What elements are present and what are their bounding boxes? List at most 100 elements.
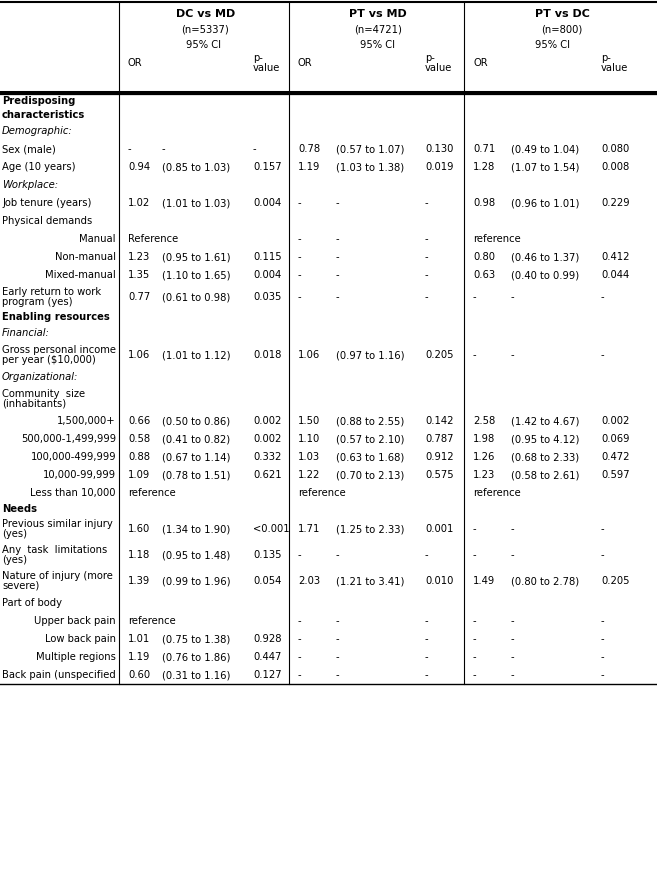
Text: (0.80 to 2.78): (0.80 to 2.78): [511, 576, 579, 586]
Text: Back pain (unspecified: Back pain (unspecified: [2, 670, 116, 680]
Text: 0.157: 0.157: [253, 162, 282, 172]
Text: 0.002: 0.002: [253, 434, 281, 444]
Text: value: value: [253, 63, 281, 73]
Text: reference: reference: [298, 488, 346, 498]
Text: 1.23: 1.23: [128, 252, 150, 262]
Text: 1.39: 1.39: [128, 576, 150, 586]
Text: 0.010: 0.010: [425, 576, 453, 586]
Text: 10,000-99,999: 10,000-99,999: [43, 470, 116, 480]
Text: p-: p-: [425, 53, 435, 63]
Text: (0.70 to 2.13): (0.70 to 2.13): [336, 470, 404, 480]
Text: -: -: [425, 652, 428, 662]
Text: (0.41 to 0.82): (0.41 to 0.82): [162, 434, 230, 444]
Text: -: -: [511, 350, 514, 360]
Text: 0.71: 0.71: [473, 144, 495, 154]
Text: reference: reference: [128, 488, 176, 498]
Text: 0.205: 0.205: [425, 350, 453, 360]
Text: (0.96 to 1.01): (0.96 to 1.01): [511, 198, 579, 208]
Text: 0.80: 0.80: [473, 252, 495, 262]
Text: -: -: [336, 292, 340, 302]
Text: Any  task  limitations: Any task limitations: [2, 545, 107, 555]
Text: 0.60: 0.60: [128, 670, 150, 680]
Text: 0.002: 0.002: [601, 416, 629, 426]
Text: -: -: [253, 144, 257, 154]
Text: OR: OR: [128, 58, 143, 68]
Text: 0.597: 0.597: [601, 470, 629, 480]
Text: 2.03: 2.03: [298, 576, 320, 586]
Text: program (yes): program (yes): [2, 297, 72, 307]
Text: 0.229: 0.229: [601, 198, 629, 208]
Text: 1.18: 1.18: [128, 550, 150, 560]
Text: -: -: [425, 670, 428, 680]
Text: Manual: Manual: [79, 234, 116, 244]
Text: -: -: [601, 652, 604, 662]
Text: -: -: [298, 270, 302, 280]
Text: -: -: [336, 634, 340, 644]
Text: Workplace:: Workplace:: [2, 180, 58, 190]
Text: -: -: [601, 292, 604, 302]
Text: (inhabitants): (inhabitants): [2, 399, 66, 409]
Text: (0.99 to 1.96): (0.99 to 1.96): [162, 576, 231, 586]
Text: 0.447: 0.447: [253, 652, 281, 662]
Text: (0.76 to 1.86): (0.76 to 1.86): [162, 652, 231, 662]
Text: 0.054: 0.054: [253, 576, 281, 586]
Text: -: -: [336, 670, 340, 680]
Text: 0.004: 0.004: [253, 270, 281, 280]
Text: Needs: Needs: [2, 504, 37, 514]
Text: -: -: [601, 670, 604, 680]
Text: value: value: [425, 63, 453, 73]
Text: -: -: [425, 234, 428, 244]
Text: -: -: [425, 252, 428, 262]
Text: Enabling resources: Enabling resources: [2, 312, 110, 322]
Text: 0.080: 0.080: [601, 144, 629, 154]
Text: PT vs MD: PT vs MD: [349, 9, 407, 19]
Text: 0.575: 0.575: [425, 470, 453, 480]
Text: (0.75 to 1.38): (0.75 to 1.38): [162, 634, 230, 644]
Text: 0.008: 0.008: [601, 162, 629, 172]
Text: 0.205: 0.205: [601, 576, 629, 586]
Text: (0.63 to 1.68): (0.63 to 1.68): [336, 452, 404, 462]
Text: -: -: [298, 550, 302, 560]
Text: (0.78 to 1.51): (0.78 to 1.51): [162, 470, 231, 480]
Text: Job tenure (years): Job tenure (years): [2, 198, 91, 208]
Text: <0.001: <0.001: [253, 524, 290, 534]
Text: (n=800): (n=800): [541, 24, 583, 34]
Text: 1.19: 1.19: [298, 162, 321, 172]
Text: (0.49 to 1.04): (0.49 to 1.04): [511, 144, 579, 154]
Text: reference: reference: [473, 488, 521, 498]
Text: (0.85 to 1.03): (0.85 to 1.03): [162, 162, 230, 172]
Text: 1.26: 1.26: [473, 452, 495, 462]
Text: 2.58: 2.58: [473, 416, 495, 426]
Text: -: -: [511, 292, 514, 302]
Text: 1.50: 1.50: [298, 416, 320, 426]
Text: Gross personal income: Gross personal income: [2, 345, 116, 355]
Text: Part of body: Part of body: [2, 598, 62, 608]
Text: (1.07 to 1.54): (1.07 to 1.54): [511, 162, 579, 172]
Text: 1.02: 1.02: [128, 198, 150, 208]
Text: (0.88 to 2.55): (0.88 to 2.55): [336, 416, 404, 426]
Text: 95% CI: 95% CI: [535, 40, 570, 50]
Text: -: -: [298, 292, 302, 302]
Text: characteristics: characteristics: [2, 110, 85, 120]
Text: 1.19: 1.19: [128, 652, 150, 662]
Text: 0.88: 0.88: [128, 452, 150, 462]
Text: -: -: [601, 550, 604, 560]
Text: -: -: [601, 616, 604, 626]
Text: (0.50 to 0.86): (0.50 to 0.86): [162, 416, 230, 426]
Text: -: -: [511, 616, 514, 626]
Text: Upper back pain: Upper back pain: [34, 616, 116, 626]
Text: value: value: [601, 63, 628, 73]
Text: -: -: [473, 634, 476, 644]
Text: DC vs MD: DC vs MD: [176, 9, 235, 19]
Text: -: -: [473, 524, 476, 534]
Text: -: -: [298, 616, 302, 626]
Text: (1.21 to 3.41): (1.21 to 3.41): [336, 576, 404, 586]
Text: 0.004: 0.004: [253, 198, 281, 208]
Text: (1.03 to 1.38): (1.03 to 1.38): [336, 162, 404, 172]
Text: 1,500,000+: 1,500,000+: [57, 416, 116, 426]
Text: (n=4721): (n=4721): [354, 24, 402, 34]
Text: Organizational:: Organizational:: [2, 372, 78, 382]
Text: -: -: [511, 670, 514, 680]
Text: Physical demands: Physical demands: [2, 216, 92, 226]
Text: 1.71: 1.71: [298, 524, 321, 534]
